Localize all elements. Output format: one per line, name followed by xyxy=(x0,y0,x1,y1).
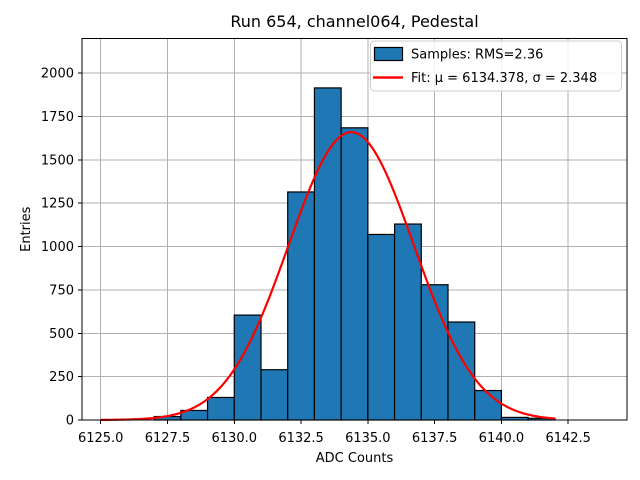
histogram-bar xyxy=(420,284,449,421)
x-axis-ticks: 6125.0 6127.5 6130.0 6132.5 6135.0 6137.5 6140… xyxy=(78,420,591,446)
histogram-bar xyxy=(367,233,396,421)
x-axis-label: ADC Counts xyxy=(316,451,394,466)
histogram-bar xyxy=(287,191,316,421)
x-tick-label: 6125.0 xyxy=(78,431,124,446)
histogram-bar xyxy=(474,389,503,421)
y-tick-label: 1000 xyxy=(41,240,74,255)
x-tick-label: 6127.5 xyxy=(145,431,191,446)
histogram-bar xyxy=(233,314,262,421)
plot-frame xyxy=(81,38,628,421)
y-tick-label: 2000 xyxy=(41,67,74,82)
x-tick-label: 6132.5 xyxy=(278,431,324,446)
y-tick-label: 0 xyxy=(66,414,74,429)
legend-samples-label: Samples: RMS=2.36 xyxy=(411,48,543,63)
y-tick-label: 250 xyxy=(49,370,74,385)
chart-title: Run 654, channel064, Pedestal xyxy=(230,12,478,31)
y-axis-ticks: 0 250 500 750 1000 1250 1500 1750 2000 xyxy=(41,67,82,429)
legend-fit-label: Fit: μ = 6134.378, σ = 2.348 xyxy=(411,71,597,86)
legend: Samples: RMS=2.36 Fit: μ = 6134.378, σ =… xyxy=(370,40,622,92)
x-tick-label: 6130.0 xyxy=(212,431,258,446)
x-tick-label: 6135.0 xyxy=(345,431,391,446)
histogram-bar xyxy=(206,396,235,421)
y-tick-label: 750 xyxy=(49,283,74,298)
y-tick-label: 1250 xyxy=(41,197,74,212)
x-tick-label: 6142.5 xyxy=(545,431,591,446)
gaussian-fit-line xyxy=(100,131,555,421)
histogram-bar xyxy=(313,87,342,421)
legend-box xyxy=(370,40,622,92)
histogram-bars xyxy=(153,87,556,421)
y-tick-label: 1500 xyxy=(41,153,74,168)
histogram-bar xyxy=(447,321,476,421)
x-tick-label: 6140.0 xyxy=(479,431,525,446)
y-tick-label: 500 xyxy=(49,327,74,342)
y-axis-label: Entries xyxy=(19,206,34,252)
legend-samples-swatch xyxy=(373,46,404,62)
y-tick-label: 1750 xyxy=(41,110,74,125)
x-tick-label: 6137.5 xyxy=(412,431,458,446)
histogram-bar xyxy=(340,127,369,421)
histogram-bar xyxy=(260,369,289,421)
